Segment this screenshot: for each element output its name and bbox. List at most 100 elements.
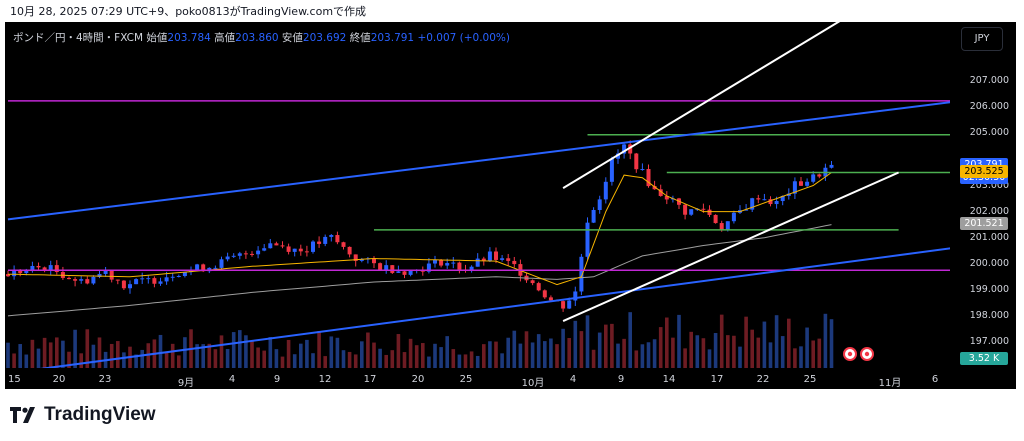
candle-body [292, 248, 297, 252]
candle-body [780, 195, 785, 202]
volume-bar [170, 343, 175, 368]
candle-body [390, 265, 395, 273]
volume-bar [414, 345, 419, 368]
candle-body [213, 267, 218, 269]
volume-bar [207, 343, 212, 368]
chart-panel[interactable]: ポンド／円・4時間・FXCM 始値203.784 高値203.860 安値203… [5, 22, 1016, 389]
volume-bar [24, 354, 29, 368]
candle-body [609, 158, 614, 182]
volume-bar [463, 354, 468, 368]
candle-body [439, 259, 444, 266]
candle-body [634, 153, 639, 170]
candle-body [140, 278, 145, 280]
volume-bar [396, 334, 401, 368]
volume-bar [12, 353, 16, 368]
volume-bar [48, 342, 53, 368]
candle-body [73, 279, 78, 281]
time-tick-label: 20 [52, 374, 66, 385]
volume-bar [164, 352, 169, 368]
price-tick-label: 205.000 [969, 127, 1009, 139]
candle-body [481, 258, 486, 261]
candle-body [426, 263, 431, 272]
volume-bar [286, 339, 291, 368]
ma-fast-line [7, 172, 832, 286]
price-tick-label: 203.000 [969, 179, 1009, 191]
candle-body [152, 278, 157, 284]
candle-body [548, 297, 553, 301]
volume-bar [201, 344, 205, 368]
volume-bar [329, 336, 334, 368]
candle-body [744, 209, 749, 211]
time-tick-label: 14 [662, 374, 676, 385]
volume-bar [469, 351, 474, 368]
candle-body [658, 189, 663, 196]
candle-body [792, 181, 797, 194]
volume-bar [109, 343, 114, 368]
volume-bar [787, 318, 791, 368]
volume-bar [353, 354, 358, 368]
volume-bar [561, 328, 565, 368]
brand[interactable]: TradingView [10, 404, 156, 426]
candle-body [756, 198, 761, 200]
currency-button[interactable]: JPY [961, 27, 1003, 51]
candle-body [829, 164, 834, 168]
volume-bar [158, 334, 163, 368]
volume-bar [658, 327, 663, 368]
time-tick-label: 10月 [521, 378, 545, 389]
candle-body [817, 174, 822, 177]
volume-bar [317, 330, 321, 368]
candle-body [378, 263, 383, 271]
volume-bar [579, 331, 584, 368]
volume-bar [567, 338, 571, 368]
price-tag: 201.521 [960, 217, 1008, 231]
event-marker-dot [847, 351, 853, 357]
event-marker-dot [864, 351, 870, 357]
high-label: 高値 [214, 32, 236, 44]
time-tick-label: 17 [710, 374, 724, 385]
time-tick-label: 9 [617, 374, 625, 385]
volume-bar [97, 337, 102, 368]
volume-bar [616, 343, 620, 368]
volume-bar [543, 341, 547, 368]
change-value: +0.007 (+0.00%) [417, 32, 510, 44]
volume-bar [213, 349, 218, 368]
price-tick-label: 202.000 [969, 205, 1009, 217]
volume-bar [634, 350, 639, 368]
volume-bar [341, 350, 346, 368]
volume-bar [305, 339, 309, 368]
candle-body [170, 276, 175, 278]
volume-bar [360, 341, 364, 368]
volume-bar [231, 332, 236, 368]
candle-body [109, 270, 114, 280]
candle-body [67, 277, 71, 280]
volume-bar [665, 317, 669, 368]
volume-bar [18, 344, 22, 368]
candle-body [24, 269, 29, 274]
volume-bar [292, 354, 297, 368]
volume-bar [762, 321, 767, 368]
candle-body [341, 242, 346, 247]
candle-body [134, 279, 139, 285]
time-tick-label: 23 [98, 374, 112, 385]
volume-bar [116, 341, 120, 368]
candle-body [701, 208, 706, 210]
candle-body [359, 259, 364, 261]
volume-bar [622, 338, 626, 368]
volume-bar [347, 351, 352, 368]
volume-bar [183, 337, 187, 368]
ma-slow-line [7, 224, 832, 317]
candle-body [268, 243, 273, 249]
candle-body [719, 223, 724, 231]
channel-lower-trendline [562, 171, 900, 322]
candle-body [372, 258, 376, 264]
volume-bar [817, 338, 822, 368]
volume-bar [524, 331, 529, 368]
volume-bar [238, 330, 242, 368]
volume-bar [701, 338, 706, 368]
time-tick-label: 6 [931, 374, 939, 385]
volume-bar [6, 342, 10, 368]
price-chart[interactable] [5, 22, 1016, 389]
volume-bar [451, 349, 456, 368]
price-tick-label: 197.000 [969, 335, 1009, 347]
price-tag: 203.525 [960, 164, 1008, 178]
